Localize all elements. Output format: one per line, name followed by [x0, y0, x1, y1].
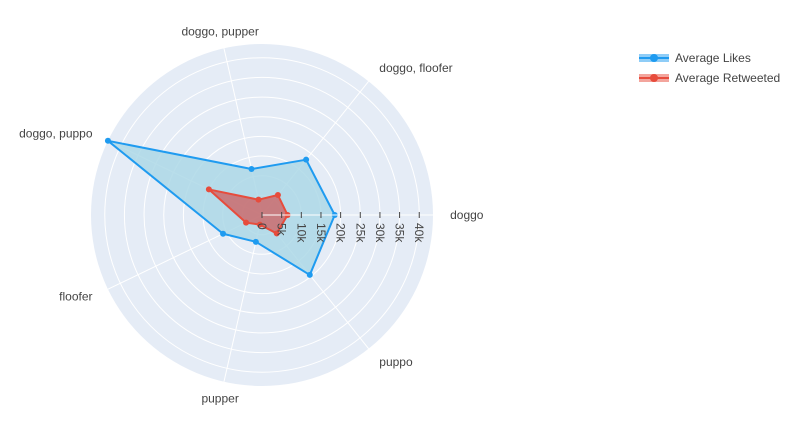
series-line-1	[207, 188, 289, 235]
category-label-pupper: pupper	[201, 391, 238, 405]
series-line-0	[106, 139, 336, 276]
legend-label-retweeted: Average Retweeted	[675, 71, 781, 85]
radial-tick-label: 0	[255, 223, 269, 230]
radial-tick-label: 10k	[294, 223, 308, 243]
radial-axis: 0 5k 10k 15k 20k 25k 30k 35k 40k	[255, 212, 433, 243]
legend-swatch-likes	[638, 53, 670, 63]
radial-tick-label: 15k	[314, 223, 328, 243]
data-point-1-6[interactable]	[273, 230, 280, 237]
data-point-0-2[interactable]	[248, 166, 255, 173]
legend-item-average-retweeted[interactable]: Average Retweeted	[638, 68, 780, 88]
series-fill-1	[208, 189, 288, 234]
series-fill-0	[107, 140, 335, 275]
data-point-1-4[interactable]	[243, 219, 250, 226]
category-labels: doggo doggo, floofer doggo, pupper doggo, p…	[19, 25, 484, 406]
data-point-0-5[interactable]	[252, 238, 259, 245]
category-label-floofer: floofer	[59, 290, 92, 304]
radial-tick-label: 5k	[275, 223, 289, 237]
data-point-0-6[interactable]	[306, 271, 313, 278]
category-label-doggo: doggo	[450, 208, 484, 222]
category-label-doggo-puppo: doggo, puppo	[19, 126, 93, 140]
radial-tick-label: 30k	[373, 223, 387, 243]
series-layer	[104, 137, 338, 278]
category-label-puppo: puppo	[379, 355, 413, 369]
data-point-1-1[interactable]	[274, 192, 281, 199]
data-point-1-2[interactable]	[255, 196, 262, 203]
category-label-doggo-floofer: doggo, floofer	[379, 61, 452, 75]
legend: Average Likes Average Retweeted	[638, 48, 780, 88]
data-point-1-3[interactable]	[205, 186, 212, 193]
radial-tick-label: 20k	[334, 223, 348, 243]
legend-item-average-likes[interactable]: Average Likes	[638, 48, 780, 68]
legend-swatch-retweeted	[638, 73, 670, 83]
radial-tick-label: 40k	[412, 223, 426, 243]
radial-tick-label: 25k	[353, 223, 367, 243]
data-point-0-4[interactable]	[220, 230, 227, 237]
data-point-0-3[interactable]	[104, 137, 111, 144]
legend-label-likes: Average Likes	[675, 51, 751, 65]
data-point-0-1[interactable]	[303, 156, 310, 163]
data-point-1-5[interactable]	[256, 221, 263, 228]
category-label-doggo-pupper: doggo, pupper	[181, 25, 258, 39]
radial-tick-label: 35k	[393, 223, 407, 243]
